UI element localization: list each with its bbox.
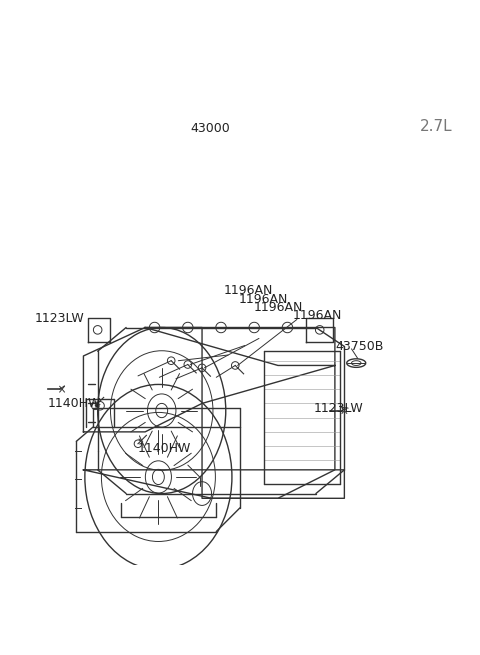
Text: 2.7L: 2.7L bbox=[420, 119, 453, 134]
Text: 1123LW: 1123LW bbox=[313, 402, 363, 415]
Text: 1196AN: 1196AN bbox=[292, 309, 342, 322]
Text: 43750B: 43750B bbox=[335, 340, 383, 353]
Text: 1140HW: 1140HW bbox=[48, 397, 101, 410]
Text: 1196AN: 1196AN bbox=[239, 293, 288, 305]
Text: 1123LW: 1123LW bbox=[35, 312, 85, 324]
Text: 1196AN: 1196AN bbox=[223, 284, 273, 297]
Text: 1140HW: 1140HW bbox=[138, 442, 192, 455]
Text: 43000: 43000 bbox=[190, 122, 230, 135]
Text: 1196AN: 1196AN bbox=[253, 301, 303, 314]
